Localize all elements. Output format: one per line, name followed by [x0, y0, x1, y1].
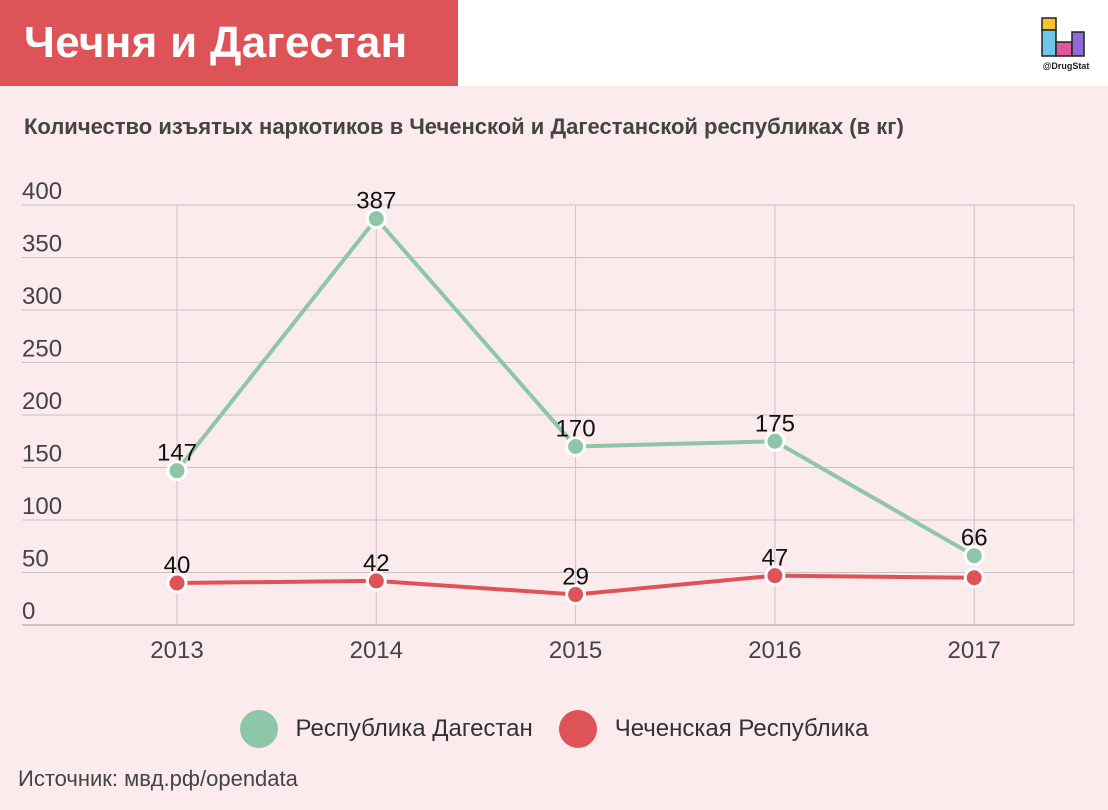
- data-point-1: [963, 567, 985, 589]
- x-tick-label: 2013: [150, 637, 203, 664]
- data-point-1: [166, 572, 188, 594]
- page-title: Чечня и Дагестан: [24, 18, 408, 67]
- data-point-1: [365, 570, 387, 592]
- legend-item-chechnya: Чеченская Республика: [558, 710, 869, 748]
- data-label-0: 147: [157, 440, 197, 467]
- legend-item-dagestan: Республика Дагестан: [239, 710, 533, 748]
- legend-label-chechnya: Чеченская Республика: [614, 715, 869, 742]
- y-tick-label: 350: [22, 231, 62, 258]
- data-label-0: 170: [556, 416, 596, 443]
- data-label-0: 175: [755, 410, 795, 437]
- source-note: Источник: мвд.рф/opendata: [18, 766, 298, 791]
- data-label-1: 40: [164, 552, 191, 579]
- x-tick-label: 2014: [350, 637, 403, 664]
- legend-swatch-dagestan: [239, 710, 278, 748]
- data-point-1: [565, 584, 587, 606]
- chart-legend: Республика Дагестан Чеченская Республика: [0, 708, 1108, 750]
- legend-swatch-chechnya: [558, 710, 597, 748]
- logo-block-purple: [1071, 31, 1085, 57]
- y-tick-label: 0: [22, 598, 35, 625]
- line-chart: 0 50 100 150 200 250 300 350 400 2013 2014 2015 2016…: [22, 178, 1075, 664]
- x-tick-label: 2016: [748, 637, 801, 664]
- logo-caption: @DrugStat: [1042, 61, 1090, 71]
- y-tick-label: 400: [22, 178, 62, 205]
- data-point-0: [565, 436, 587, 457]
- y-tick-label: 200: [22, 388, 62, 415]
- chart-title: Количество изъятых наркотиков в Чеченско…: [24, 114, 904, 139]
- data-label-1: 47: [762, 545, 789, 572]
- x-tick-label: 2017: [948, 637, 1001, 664]
- data-point-1: [764, 565, 786, 587]
- data-point-0: [365, 208, 387, 230]
- data-point-0: [764, 430, 786, 452]
- data-point-0: [963, 545, 985, 567]
- y-tick-label: 300: [22, 283, 62, 310]
- data-label-1: 29: [562, 564, 589, 591]
- data-label-1: 42: [363, 550, 390, 577]
- y-tick-label: 150: [22, 441, 62, 468]
- data-label-0: 387: [356, 188, 396, 215]
- drugstat-logo-icon: [1041, 17, 1085, 57]
- y-tick-label: 250: [22, 336, 62, 363]
- legend-label-dagestan: Республика Дагестан: [295, 715, 533, 742]
- data-point-0: [166, 460, 188, 482]
- x-tick-label: 2015: [549, 637, 602, 664]
- y-tick-label: 50: [22, 546, 49, 573]
- data-label-0: 66: [961, 525, 988, 552]
- header-banner: Чечня и Дагестан: [0, 0, 458, 86]
- y-tick-label: 100: [22, 493, 62, 520]
